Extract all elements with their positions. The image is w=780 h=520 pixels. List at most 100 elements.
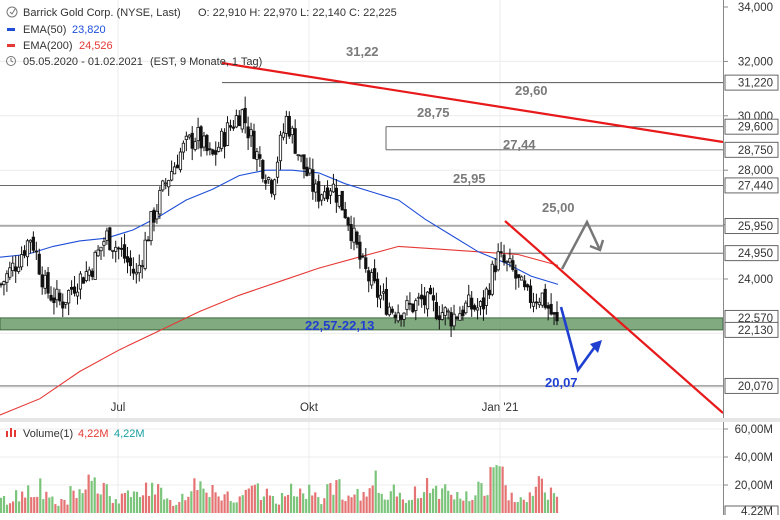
volume-bar (259, 499, 262, 513)
volume-bar (5, 504, 9, 513)
axis-tick-label: 24,000 (738, 274, 773, 286)
candle-body (61, 301, 65, 309)
candle-body (446, 310, 450, 313)
ema200-line (0, 245, 559, 416)
volume-bar (175, 504, 178, 513)
volume-bar (253, 484, 256, 513)
volume-bar (329, 483, 332, 513)
candle-body (2, 281, 6, 286)
candle-body (72, 286, 77, 294)
volume-bar (78, 489, 81, 513)
volume-bar (432, 488, 435, 513)
target-label: 20,07 (545, 375, 578, 390)
candle-body (155, 210, 159, 220)
axis-price-label: 31,220 (738, 78, 773, 90)
candle-body (131, 268, 135, 274)
volume-bar (450, 494, 453, 513)
candle-body (490, 263, 494, 295)
volume-bar (289, 483, 293, 513)
level-label-2744: 27,44 (503, 137, 536, 152)
volume-bar (211, 485, 214, 513)
candle-body (417, 296, 421, 299)
volume-bar (102, 482, 105, 513)
axis-price-label: 20,070 (738, 381, 773, 393)
candle-body (25, 240, 30, 258)
candle-body (299, 154, 303, 157)
candle-body (534, 301, 539, 304)
candle-body (475, 307, 480, 311)
volume-bar (353, 494, 356, 513)
volume-bar (172, 505, 175, 513)
volume-value-1: 4,22M (78, 428, 109, 440)
candle-body (81, 277, 85, 284)
volume-bar (202, 488, 205, 513)
time-axis-label: Jan '21 (482, 402, 519, 414)
volume-bar (413, 486, 417, 513)
volume-bar (477, 481, 480, 513)
volume-bar (99, 494, 102, 513)
volume-bar (371, 485, 374, 513)
candle-body (540, 292, 544, 306)
candle-body (208, 148, 212, 151)
candle-body (325, 187, 330, 200)
volume-bar (537, 476, 540, 513)
candle-body (428, 287, 433, 295)
volume-bar (314, 492, 317, 513)
volume-bar (132, 491, 136, 513)
candle-body (349, 224, 353, 241)
volume-bar (81, 493, 84, 513)
volume-bar (410, 499, 414, 513)
volume-bar (166, 498, 169, 513)
volume-bar (129, 497, 133, 513)
volume-bar (42, 499, 45, 513)
candle-body (387, 306, 391, 316)
candle-body (158, 190, 162, 215)
volume-bar (108, 496, 111, 513)
ema50-line (0, 169, 559, 285)
candle-body (202, 135, 206, 148)
volume-bar (160, 487, 163, 513)
candle-body (311, 169, 315, 192)
candle-body (193, 141, 197, 150)
candle-body (11, 262, 15, 271)
candle-body (343, 209, 347, 218)
candle-body (31, 236, 35, 251)
volume-bar (338, 479, 341, 513)
candle-body (296, 154, 300, 157)
volume-bar (39, 478, 42, 513)
volume-bar (368, 488, 371, 513)
volume-bar (126, 490, 130, 513)
axis-price-label: 22,130 (738, 325, 773, 337)
volume-bar (471, 499, 474, 513)
volume-bar (359, 500, 362, 513)
volume-label: Volume(1) (23, 428, 73, 440)
ema50-swatch (7, 28, 15, 31)
candle-body (420, 294, 424, 300)
ema50-label: EMA(50) (23, 24, 66, 36)
axis-price-box (724, 377, 779, 394)
candle-body (237, 115, 241, 127)
volume-bar (205, 492, 208, 513)
volume-bar (444, 484, 447, 513)
volume-bar (147, 495, 151, 513)
candle-body (137, 264, 141, 274)
volume-bar (15, 490, 18, 513)
lower-trend-line (504, 220, 724, 414)
candle-body (408, 302, 412, 305)
volume-bar (84, 489, 87, 513)
candle-body (52, 297, 56, 304)
candle-body (367, 270, 371, 282)
axis-price-label: 24,950 (738, 248, 773, 260)
axis-price-box (724, 177, 779, 194)
volume-bar (528, 492, 531, 513)
candle-body (287, 116, 291, 137)
volume-icon (6, 431, 8, 437)
volume-bars (0, 465, 559, 513)
volume-bar (247, 488, 250, 513)
volume-bar (214, 492, 217, 513)
candle-body (393, 314, 397, 318)
volume-bar (389, 491, 392, 513)
candle-body (96, 249, 100, 257)
candle-body (390, 308, 394, 313)
volume-bar (208, 497, 211, 513)
